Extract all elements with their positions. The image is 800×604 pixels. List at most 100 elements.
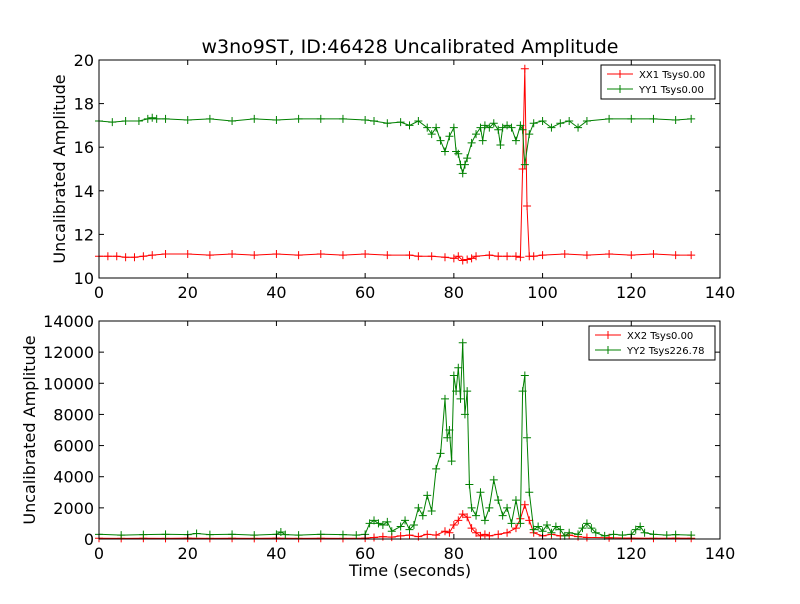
data-point xyxy=(414,252,423,261)
data-point xyxy=(671,251,680,260)
data-point xyxy=(338,114,347,123)
legend-entry-label: XX2 Tsys0.00 xyxy=(627,331,693,342)
data-point xyxy=(456,394,465,403)
data-point xyxy=(361,250,370,259)
data-point xyxy=(503,503,512,512)
data-point xyxy=(649,250,658,259)
data-point xyxy=(496,141,505,150)
data-point xyxy=(494,496,503,505)
data-point xyxy=(365,519,374,528)
data-point xyxy=(423,491,432,500)
data-point xyxy=(161,530,170,539)
data-point xyxy=(687,251,696,260)
data-point xyxy=(472,511,481,520)
data-point xyxy=(472,130,481,139)
data-point xyxy=(370,533,379,542)
data-point xyxy=(485,123,494,132)
y-tick-label: 12000 xyxy=(43,343,94,362)
data-point xyxy=(294,114,303,123)
y-tick-label: 2000 xyxy=(53,499,94,518)
data-point xyxy=(352,531,361,540)
data-point xyxy=(551,522,560,531)
data-point xyxy=(370,117,379,126)
data-point xyxy=(518,125,527,134)
x-tick-label: 0 xyxy=(94,283,104,302)
data-point xyxy=(250,531,259,540)
legend-swatch-marker xyxy=(616,70,624,78)
data-point xyxy=(228,117,237,126)
data-point xyxy=(117,531,126,540)
data-point xyxy=(250,251,259,260)
y-tick-label: 10000 xyxy=(43,374,94,393)
data-point xyxy=(671,115,680,124)
data-point xyxy=(467,254,476,263)
legend-entry-label: XX1 Tsys0.00 xyxy=(639,70,705,81)
data-point xyxy=(338,530,347,539)
data-point xyxy=(183,115,192,124)
data-point xyxy=(383,119,392,128)
data-point xyxy=(294,251,303,260)
data-point xyxy=(139,530,148,539)
data-point xyxy=(463,387,472,396)
data-point xyxy=(432,464,441,473)
data-point xyxy=(503,252,512,261)
data-point xyxy=(460,410,469,419)
legend-swatch-marker xyxy=(604,331,612,339)
data-point xyxy=(405,525,414,534)
legend-box xyxy=(588,325,716,361)
data-point xyxy=(432,123,441,132)
data-point xyxy=(518,387,527,396)
y-tick-label: 14 xyxy=(74,182,94,201)
top-legend: XX1 Tsys0.00 YY1 Tsys0.00 xyxy=(600,64,716,100)
data-point xyxy=(518,165,527,173)
data-point xyxy=(582,251,591,260)
data-point xyxy=(534,522,543,531)
data-point xyxy=(405,121,414,130)
top-series-line xyxy=(98,117,692,174)
x-tick-label: 80 xyxy=(444,544,464,563)
data-point xyxy=(427,506,436,515)
data-point xyxy=(687,531,696,540)
data-point xyxy=(440,527,449,536)
data-point xyxy=(556,525,565,534)
data-point xyxy=(454,252,463,261)
data-point xyxy=(511,136,520,145)
data-point xyxy=(574,123,583,132)
data-point xyxy=(480,121,489,130)
y-tick-label: 6000 xyxy=(53,437,94,456)
data-point xyxy=(618,531,627,540)
data-point xyxy=(520,64,529,73)
data-point xyxy=(447,457,456,466)
data-point xyxy=(538,527,547,536)
data-point xyxy=(409,520,418,529)
data-point xyxy=(272,115,281,124)
x-tick-label: 60 xyxy=(355,283,375,302)
data-point xyxy=(516,253,525,262)
data-point xyxy=(627,114,636,123)
data-point xyxy=(556,119,565,128)
data-point xyxy=(250,114,259,123)
data-point xyxy=(445,426,454,434)
x-tick-label: 20 xyxy=(178,283,198,302)
data-point xyxy=(543,520,552,529)
top-y-axis-label: Uncalibrated Amplitude xyxy=(50,74,69,263)
data-point xyxy=(687,114,696,123)
data-point xyxy=(108,118,117,127)
data-point xyxy=(458,510,467,519)
x-tick-label: 20 xyxy=(178,544,198,563)
data-point xyxy=(414,117,423,126)
data-point xyxy=(387,527,396,536)
data-point xyxy=(148,251,157,260)
data-point xyxy=(443,433,452,442)
data-point xyxy=(458,256,467,265)
data-point xyxy=(578,524,587,533)
data-point xyxy=(228,530,237,539)
data-point xyxy=(383,517,392,526)
x-tick-label: 40 xyxy=(266,544,286,563)
data-point xyxy=(467,503,476,512)
data-point xyxy=(503,528,512,537)
data-point xyxy=(520,160,529,169)
data-point xyxy=(498,511,507,520)
y-tick-label: 14000 xyxy=(43,312,94,331)
data-point xyxy=(640,528,649,537)
